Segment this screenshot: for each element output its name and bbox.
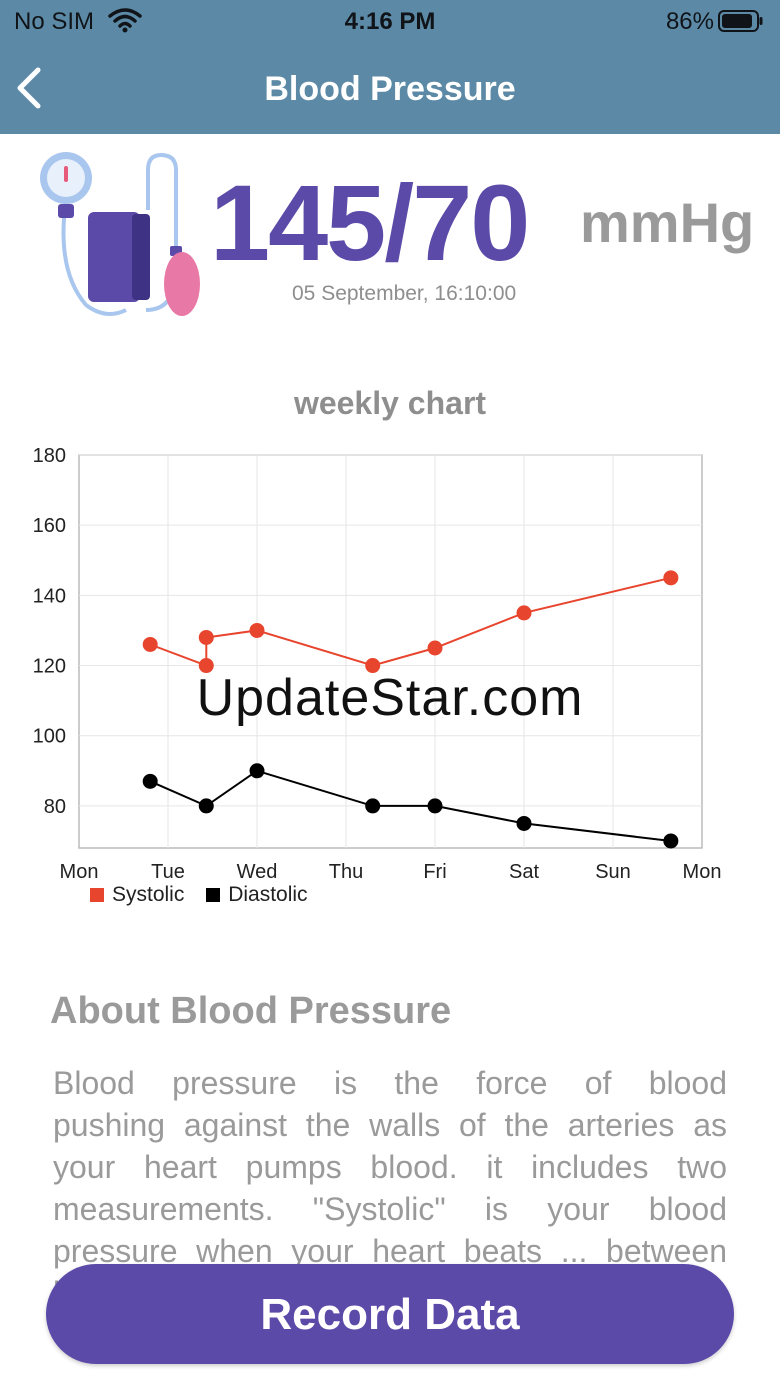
legend-item-diastolic: Diastolic — [206, 883, 308, 907]
wifi-icon — [108, 6, 142, 41]
x-tick-label: Wed — [237, 861, 278, 880]
watermark: UpdateStar.com — [196, 669, 584, 727]
weekly-chart: 180 160 140 120 100 80 Mon Tue Wed Thu Fri Sat Sun Mo… — [33, 445, 722, 880]
diastolic-point — [427, 798, 443, 814]
diastolic-point — [365, 798, 381, 814]
legend-item-systolic: Systolic — [90, 883, 184, 907]
x-tick-label: Mon — [60, 861, 99, 880]
battery-icon — [718, 10, 764, 39]
y-tick-label: 140 — [33, 585, 66, 607]
systolic-point — [198, 629, 214, 645]
page-title: Blood Pressure — [264, 70, 516, 108]
legend-label-diastolic: Diastolic — [228, 883, 308, 906]
reading-timestamp: 05 September, 16:10:00 — [292, 282, 517, 305]
legend-label-systolic: Systolic — [112, 883, 185, 906]
x-tick-label: Tue — [151, 861, 185, 880]
y-tick-label: 120 — [33, 656, 66, 678]
x-tick-label: Fri — [423, 861, 446, 880]
x-tick-label: Mon — [683, 861, 722, 880]
x-tick-label: Thu — [329, 861, 363, 880]
battery-percent: 86% — [665, 8, 714, 35]
chart-title: weekly chart — [293, 385, 487, 421]
carrier-label: No SIM — [14, 8, 95, 35]
chart-legend: Systolic Diastolic — [90, 883, 324, 907]
y-tick-label: 180 — [33, 445, 66, 467]
about-heading: About Blood Pressure — [50, 990, 452, 1032]
systolic-line — [149, 576, 672, 667]
diastolic-point — [249, 763, 265, 779]
diastolic-point — [142, 773, 158, 789]
systolic-point — [365, 658, 381, 674]
status-bar: No SIM 4:16 PM 86% — [0, 0, 780, 44]
diastolic-point — [198, 798, 214, 814]
x-tick-label: Sat — [509, 861, 539, 880]
systolic-point — [663, 570, 679, 586]
record-data-button[interactable]: Record Data — [46, 1264, 734, 1364]
bp-reading-value: 145/70 — [210, 162, 530, 283]
y-tick-label: 100 — [33, 726, 66, 748]
systolic-point — [198, 658, 214, 674]
diastolic-point — [663, 833, 679, 849]
status-time: 4:16 PM — [344, 8, 436, 35]
y-tick-label: 160 — [33, 515, 66, 537]
y-tick-label: 80 — [44, 796, 66, 818]
diastolic-swatch — [206, 888, 221, 903]
systolic-swatch — [90, 888, 104, 903]
systolic-point — [427, 640, 443, 656]
plot-frame — [78, 454, 703, 849]
back-icon[interactable] — [14, 66, 44, 115]
systolic-point — [516, 605, 532, 621]
diastolic-point — [516, 815, 532, 831]
bp-reading-unit: mmHg — [580, 191, 755, 254]
nav-bar: Blood Pressure — [0, 44, 780, 134]
blood-pressure-monitor-icon — [36, 150, 206, 330]
systolic-point — [249, 622, 265, 638]
x-tick-label: Sun — [595, 861, 631, 880]
systolic-point — [142, 636, 158, 652]
